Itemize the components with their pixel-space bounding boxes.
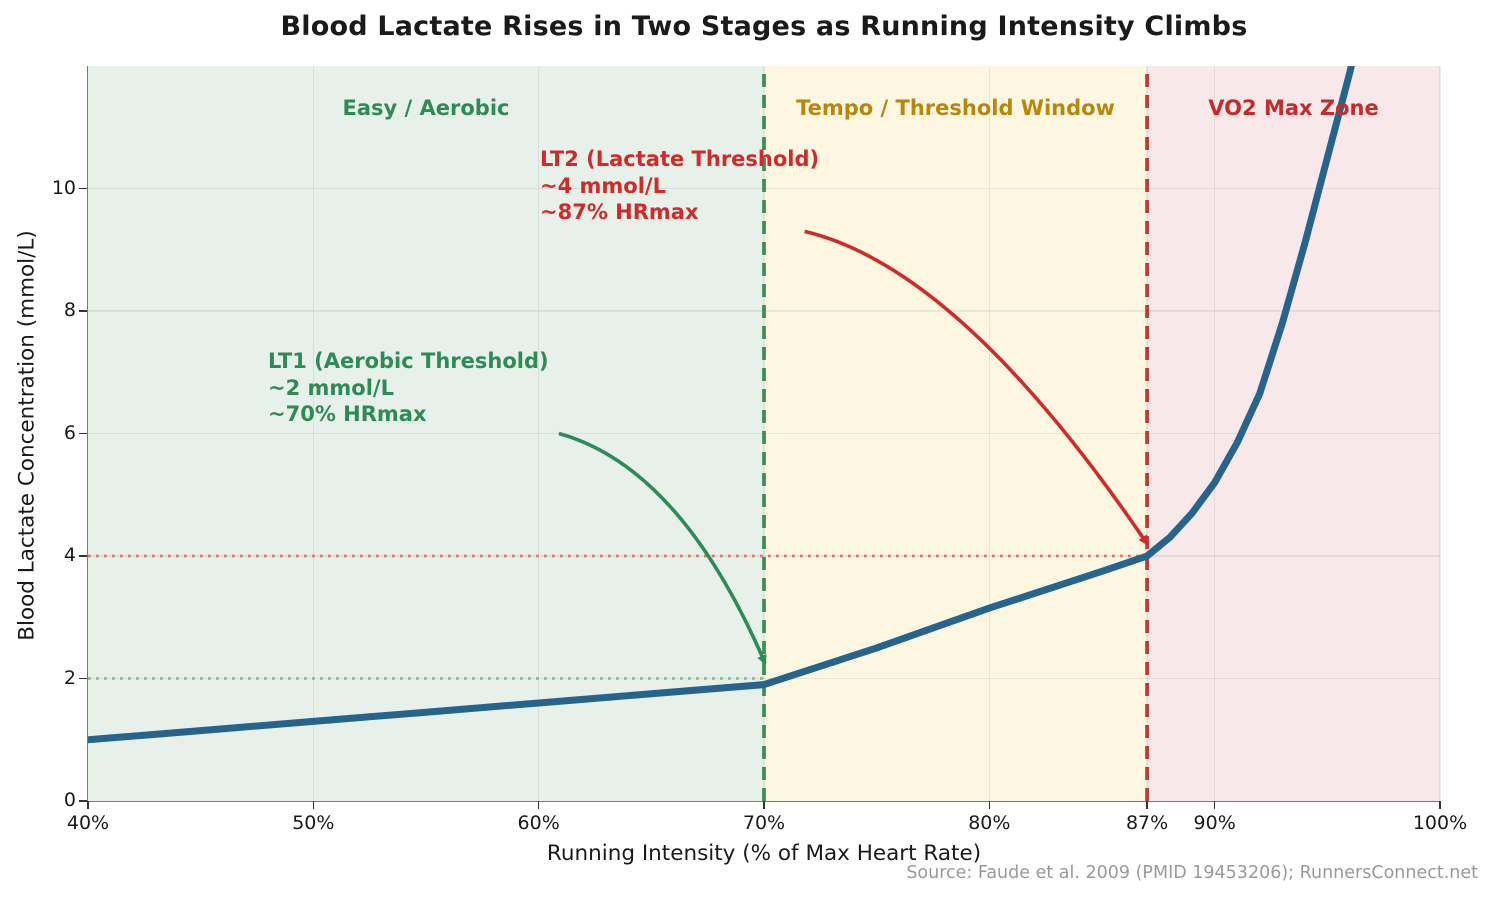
x-tick-50 xyxy=(312,801,315,809)
y-tick-label-4: 4 xyxy=(63,544,76,566)
y-tick-label-2: 2 xyxy=(63,666,76,689)
lt2-annotation-value: ~4 mmol/L xyxy=(540,173,666,198)
x-tick-80 xyxy=(988,801,991,809)
lt2-annotation-title: LT2 (Lactate Threshold) xyxy=(540,147,820,171)
y-tick-label-0: 0 xyxy=(63,789,76,811)
y-tick-0 xyxy=(79,800,87,802)
y-axis-spine xyxy=(86,66,89,802)
y-tick-4 xyxy=(79,555,87,557)
x-tick-87 xyxy=(1146,801,1148,809)
lt2-annotation-hr: ~87% HRmax xyxy=(540,200,699,224)
gridline-y-4 xyxy=(88,555,1440,557)
chart-title: Blood Lactate Rises in Two Stages as Run… xyxy=(280,11,1248,42)
y-tick-6 xyxy=(79,432,87,435)
x-tick-60 xyxy=(537,801,540,809)
y-tick-2 xyxy=(79,677,87,680)
x-tick-40 xyxy=(87,801,89,809)
gridline-x-100 xyxy=(1439,66,1441,801)
zone-label-2: Tempo / Threshold Window xyxy=(796,96,1115,120)
gridline-y-8 xyxy=(88,310,1440,312)
x-tick-label-80: 80% xyxy=(968,812,1011,834)
x-tick-label-100: 100% xyxy=(1412,812,1468,834)
y-tick-label-8: 8 xyxy=(63,299,76,321)
x-tick-label-87: 87% xyxy=(1125,812,1169,834)
y-tick-10 xyxy=(79,187,87,190)
zone-label-3: VO2 Max Zone xyxy=(1208,96,1379,120)
source-credit: Source: Faude et al. 2009 (PMID 19453206… xyxy=(906,863,1478,883)
x-tick-70 xyxy=(763,801,765,809)
x-tick-label-90: 90% xyxy=(1193,812,1236,834)
lt1-annotation-hr: ~70% HRmax xyxy=(268,402,427,426)
y-tick-8 xyxy=(79,310,87,312)
y-tick-label-10: 10 xyxy=(51,176,76,199)
lt1-annotation-title: LT1 (Aerobic Threshold) xyxy=(268,349,549,373)
lt2-annotation: LT2 (Lactate Threshold) ~4 mmol/L ~87% H… xyxy=(540,146,819,226)
gridline-y-6 xyxy=(88,432,1440,435)
x-tick-100 xyxy=(1439,801,1441,809)
y-tick-label-6: 6 xyxy=(63,421,76,444)
zone-label-1: Easy / Aerobic xyxy=(342,96,510,120)
gridline-y-2 xyxy=(88,677,1440,680)
x-tick-90 xyxy=(1213,801,1216,809)
lt1-annotation: LT1 (Aerobic Threshold) ~2 mmol/L ~70% H… xyxy=(268,348,549,428)
x-tick-label-70: 70% xyxy=(742,812,786,834)
x-axis-label: Running Intensity (% of Max Heart Rate) xyxy=(546,841,982,866)
x-tick-label-50: 50% xyxy=(292,812,335,834)
x-tick-label-60: 60% xyxy=(517,812,560,834)
lt1-annotation-value: ~2 mmol/L xyxy=(268,375,394,400)
x-tick-label-40: 40% xyxy=(66,812,110,834)
